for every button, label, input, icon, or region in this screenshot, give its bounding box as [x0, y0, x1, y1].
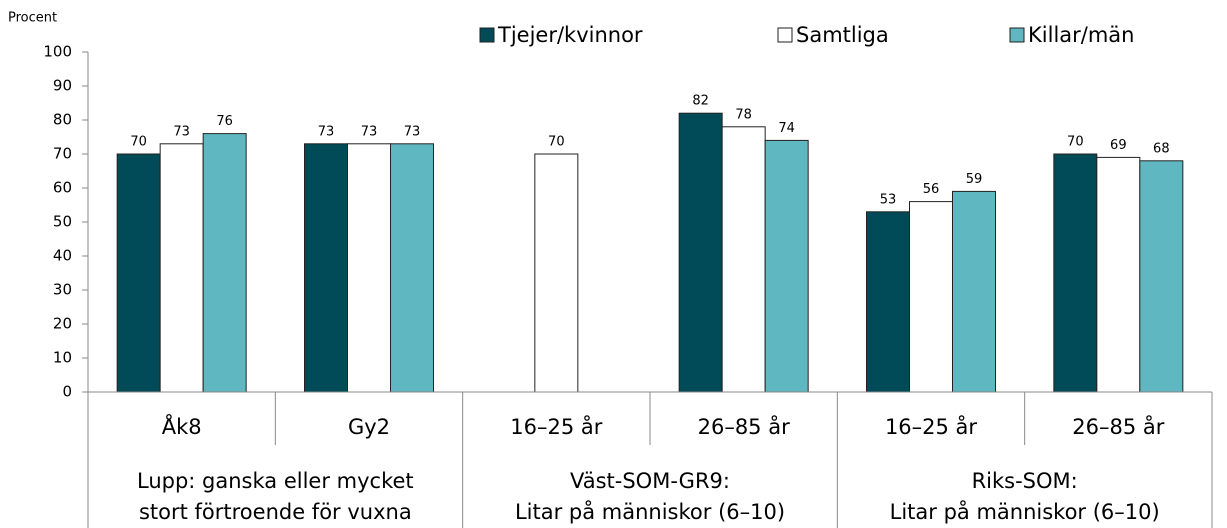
bar: [202, 133, 247, 393]
y-tick-label: 10: [53, 349, 72, 367]
x-tick-label: 16–25 år: [885, 414, 977, 439]
bar: [909, 201, 953, 393]
bar: [678, 112, 723, 393]
y-tick-label: 60: [53, 179, 72, 197]
x-tick-label: Åk8: [162, 413, 202, 439]
bar: [764, 139, 809, 393]
group-label: stort förtroende för vuxna: [139, 500, 412, 524]
legend-swatch: [1009, 27, 1025, 43]
value-label: 59: [966, 172, 983, 187]
y-axis-label: Procent: [8, 11, 57, 26]
value-label: 82: [692, 94, 709, 109]
group-label: Lupp: ganska eller mycket: [137, 469, 414, 493]
x-tick-label: 26–85 år: [698, 414, 790, 439]
value-label: 69: [1110, 138, 1127, 153]
y-tick-label: 40: [53, 247, 72, 265]
value-label: 68: [1153, 141, 1170, 156]
value-label: 70: [548, 135, 565, 150]
bar: [116, 153, 161, 393]
bar: [721, 126, 766, 393]
bar: [866, 211, 910, 393]
bar: [534, 153, 579, 393]
value-label: 73: [173, 124, 190, 139]
y-tick-label: 30: [53, 281, 72, 299]
bar: [1139, 160, 1184, 393]
value-label: 53: [880, 192, 897, 207]
value-label: 73: [404, 124, 421, 139]
value-label: 76: [216, 114, 233, 129]
x-tick-label: 26–85 år: [1072, 414, 1164, 439]
group-label: Litar på människor (6–10): [515, 499, 785, 524]
value-label: 73: [318, 124, 335, 139]
group-label: Litar på människor (6–10): [890, 499, 1160, 524]
value-label: 56: [923, 182, 940, 197]
bar: [347, 143, 391, 393]
y-tick-label: 0: [62, 383, 72, 401]
bar: [1096, 156, 1141, 393]
legend-swatch: [777, 27, 793, 43]
value-label: 70: [130, 135, 147, 150]
bar: [952, 190, 996, 393]
x-tick-label: Gy2: [348, 415, 390, 439]
x-tick-label: 16–25 år: [510, 414, 602, 439]
group-label: Riks-SOM:: [972, 469, 1078, 493]
legend-swatch: [479, 27, 495, 43]
value-label: 73: [361, 124, 378, 139]
y-tick-label: 80: [53, 111, 72, 129]
group-label: Väst-SOM-GR9:: [570, 469, 730, 493]
legend-label: Samtliga: [796, 23, 889, 47]
bar: [1053, 153, 1098, 393]
value-label: 70: [1067, 135, 1084, 150]
legend-label: Tjejer/kvinnor: [497, 23, 643, 47]
y-tick-label: 90: [53, 77, 72, 95]
bar: [159, 143, 204, 393]
y-tick-label: 20: [53, 315, 72, 333]
value-label: 78: [735, 107, 752, 122]
y-tick-label: 50: [53, 213, 72, 231]
bar: [304, 143, 348, 393]
value-label: 74: [778, 121, 795, 136]
y-tick-label: 100: [43, 43, 72, 61]
bar: [390, 143, 434, 393]
legend-label: Killar/män: [1028, 23, 1135, 47]
y-tick-label: 70: [53, 145, 72, 163]
